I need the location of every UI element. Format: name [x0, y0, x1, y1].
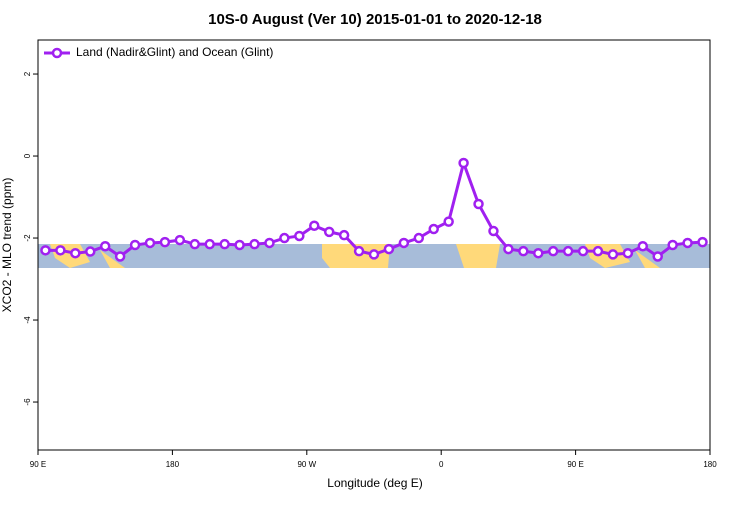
data-point — [279, 232, 290, 244]
plot-frame — [37, 39, 711, 451]
data-point — [413, 232, 425, 244]
data-point — [219, 238, 230, 250]
data-point — [503, 243, 514, 255]
land — [585, 244, 660, 268]
land — [50, 244, 125, 268]
y-tick-label: 2 — [23, 71, 32, 76]
data-point — [682, 237, 693, 249]
data-point — [234, 239, 245, 251]
data-point — [592, 245, 604, 257]
data-point — [398, 237, 410, 249]
y-axis-label: XCO2 - MLO trend (ppm) — [0, 178, 14, 313]
x-tick-label: 180 — [703, 460, 717, 469]
data-point — [652, 251, 663, 262]
data-point — [353, 245, 365, 257]
data-point — [85, 246, 96, 257]
data-point — [189, 238, 201, 250]
x-tick-label: 180 — [166, 460, 180, 469]
data-point — [368, 249, 380, 260]
y-tick-label: 0 — [23, 153, 32, 158]
data-point — [547, 245, 559, 257]
legend-marker — [51, 47, 63, 59]
data-point — [294, 230, 305, 242]
data-point — [637, 240, 649, 252]
data-point — [309, 220, 320, 231]
data-point — [114, 251, 126, 262]
data-point — [249, 238, 260, 250]
data-point — [428, 223, 439, 235]
data-point — [607, 249, 619, 260]
land — [456, 244, 500, 268]
data-point — [518, 245, 529, 257]
data-point — [338, 229, 350, 241]
data-point — [204, 238, 215, 250]
data-point — [99, 240, 111, 252]
data-point — [622, 247, 634, 259]
data-point — [159, 236, 171, 248]
chart-title: 10S-0 August (Ver 10) 2015-01-01 to 2020… — [208, 11, 542, 28]
data-point — [458, 157, 469, 169]
data-point — [488, 225, 499, 237]
data-point — [667, 239, 678, 251]
y-tick-label: -6 — [23, 398, 32, 406]
data-point — [562, 245, 574, 257]
x-tick-label: 90 W — [297, 460, 316, 469]
data-point — [443, 216, 454, 227]
x-tick-label: 90 E — [567, 460, 583, 469]
data-point — [577, 245, 589, 257]
x-axis-label: Longitude (deg E) — [327, 476, 422, 490]
data-point — [70, 247, 81, 259]
data-point — [473, 198, 484, 210]
x-tick-label: 90 E — [30, 460, 46, 469]
data-point — [129, 239, 141, 251]
data-point — [144, 237, 156, 249]
y-tick-label: -2 — [23, 234, 32, 242]
data-point — [323, 226, 335, 238]
x-tick-label: 0 — [439, 460, 444, 469]
data-point — [383, 243, 395, 255]
data-point — [264, 237, 275, 249]
data-point — [533, 247, 544, 259]
data-point — [174, 234, 186, 246]
y-tick-label: -4 — [23, 316, 32, 324]
data-point — [697, 236, 708, 248]
data-point — [55, 245, 66, 256]
legend-label: Land (Nadir&Glint) and Ocean (Glint) — [76, 45, 273, 59]
data-point — [40, 245, 51, 256]
